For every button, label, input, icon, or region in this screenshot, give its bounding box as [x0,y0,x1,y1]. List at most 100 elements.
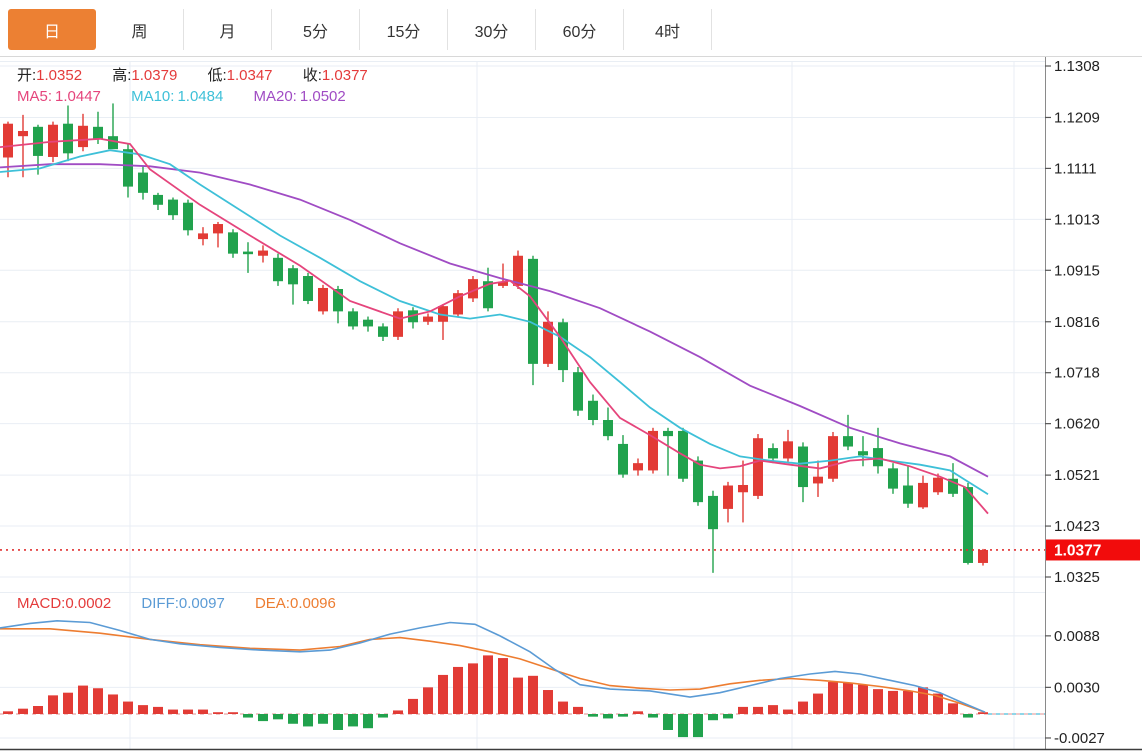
tab-label: 月 [219,23,236,41]
macd-axis-labels: 0.0088 0.0030 -0.0027 [1045,628,1105,747]
candle-body [588,400,598,421]
macd-bar [603,714,613,719]
candle-body [453,293,463,315]
y-tick-label: 1.0718 [1054,365,1100,382]
main-grid [0,61,1045,592]
macd-bar [918,687,928,714]
macd-bar [588,714,598,717]
candle-body [813,476,823,484]
macd-bar [678,714,688,738]
candle-body [108,136,118,150]
tab-label: 30分 [474,23,509,41]
tab-5min[interactable]: 5分 [272,9,360,50]
tab-month[interactable]: 月 [184,9,272,50]
macd-bar [408,698,418,714]
ma10-info: MA10: 1.0484 [131,88,224,105]
candle-body [933,477,943,493]
dea-line [0,627,986,713]
macd-bar [648,714,658,718]
tab-60min[interactable]: 60分 [536,9,624,50]
y-axis-labels: 1.1308 1.1209 1.1111 1.1013 1.0915 1.0816 1.07… [1045,58,1100,586]
candle-body [648,430,658,471]
y-tick-label: 1.0915 [1054,262,1100,279]
macd-bar [18,708,28,714]
macd-bar [708,714,718,721]
macd-bar [483,655,493,714]
tab-day[interactable]: 日 [8,9,96,50]
macd-bar [108,694,118,714]
macd-bar [468,663,478,714]
macd-bar [348,714,358,727]
candle-body [3,123,13,158]
macd-bar [663,714,673,730]
tab-label: 15分 [386,23,421,41]
candle-body [753,438,763,496]
diff-value-info: DIFF:0.0097 [141,595,225,612]
ma20-line [0,163,989,478]
candle-body [138,172,148,193]
macd-bar [393,710,403,714]
diff-line [0,619,986,713]
candle-body [333,289,343,312]
y-tick-label: 1.1013 [1054,211,1100,228]
macd-bar [888,690,898,714]
macd-bar [558,701,568,714]
candle-body [573,372,583,411]
tab-15min[interactable]: 15分 [360,9,448,50]
macd-tick-label: 0.0088 [1054,628,1100,645]
svg-text:1.0377: 1.0377 [1054,542,1101,559]
macd-tick-label: -0.0027 [1054,730,1105,747]
ma20-info: MA20: 1.0502 [253,88,346,105]
macd-bar [78,685,88,714]
candle-body [708,495,718,530]
candle-body [873,448,883,467]
macd-bar [423,687,433,714]
high-info: 高:1.0379 [112,67,178,84]
macd-bar [63,692,73,714]
tab-week[interactable]: 周 [96,9,184,50]
macd-grid [0,592,1045,750]
candle-body [213,224,223,234]
candle-body [378,326,388,337]
macd-bar [168,709,178,714]
macd-chart[interactable]: 0.0088 0.0030 -0.0027 [0,592,1142,755]
low-info: 低:1.0347 [207,67,273,84]
candlestick-chart[interactable]: 1.1308 1.1209 1.1111 1.1013 1.0915 1.0816 1.07… [0,57,1142,592]
macd-bar [618,714,628,717]
candle-body [18,130,28,137]
macd-bar [303,714,313,727]
macd-bar [333,714,343,730]
candle-body [393,311,403,337]
macd-bar [783,709,793,714]
candle-body [438,306,448,322]
tab-label: 周 [131,23,148,41]
candle-body [168,199,178,216]
macd-bar [123,701,133,714]
macd-bar [228,712,238,714]
candle-body [903,485,913,504]
macd-bar [438,674,448,714]
candle-body [558,322,568,371]
tab-30min[interactable]: 30分 [448,9,536,50]
macd-bar [543,690,553,714]
candle-body [363,319,373,327]
macd-bar [258,714,268,722]
candle-body [918,482,928,508]
candle-body [198,233,208,240]
y-tick-label: 1.1111 [1054,160,1097,177]
macd-bar [528,675,538,714]
candle-body [633,463,643,471]
candle-body [498,281,508,286]
macd-bar [288,714,298,724]
ma10-line [0,149,989,496]
candle-body [978,549,988,563]
open-info: 开:1.0352 [17,67,83,84]
macd-bar [978,712,988,714]
candle-body [693,460,703,503]
macd-bar [738,706,748,714]
candle-body [423,316,433,322]
macd-bar [498,658,508,714]
candle-body [93,126,103,139]
tab-4hour[interactable]: 4时 [624,9,712,50]
